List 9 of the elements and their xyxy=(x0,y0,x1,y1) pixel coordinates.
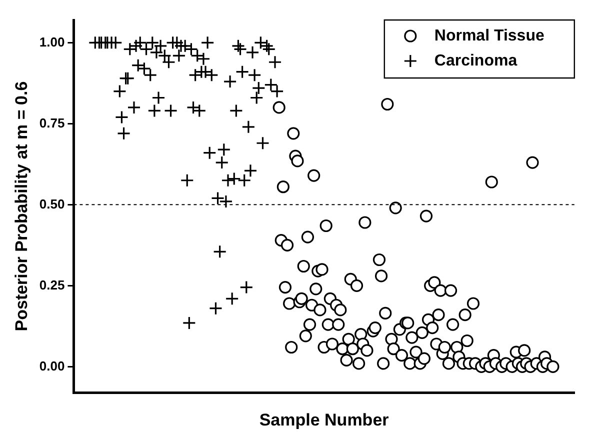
y-tick-label: 1.00 xyxy=(39,34,65,50)
y-axis-title: Posterior Probability at m = 0.6 xyxy=(12,81,31,332)
y-tick-label: 0.75 xyxy=(39,115,65,130)
y-tick-label: 0.50 xyxy=(39,196,65,212)
legend-label: Carcinoma xyxy=(434,52,518,70)
y-tick-label: 0.00 xyxy=(39,358,65,374)
legend-label: Normal Tissue xyxy=(434,27,544,44)
x-axis-title: Sample Number xyxy=(259,410,390,430)
y-tick-label: 0.25 xyxy=(39,277,65,292)
